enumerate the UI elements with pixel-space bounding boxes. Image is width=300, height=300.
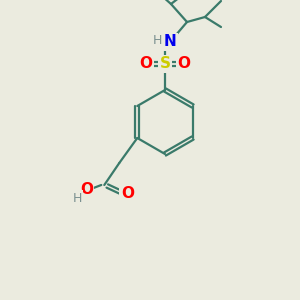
Text: N: N	[164, 34, 176, 50]
Text: O: O	[140, 56, 152, 71]
Text: H: H	[152, 34, 162, 47]
Text: O: O	[80, 182, 93, 197]
Text: O: O	[121, 187, 134, 202]
Text: S: S	[160, 56, 170, 71]
Text: O: O	[178, 56, 190, 71]
Text: H: H	[73, 191, 82, 205]
